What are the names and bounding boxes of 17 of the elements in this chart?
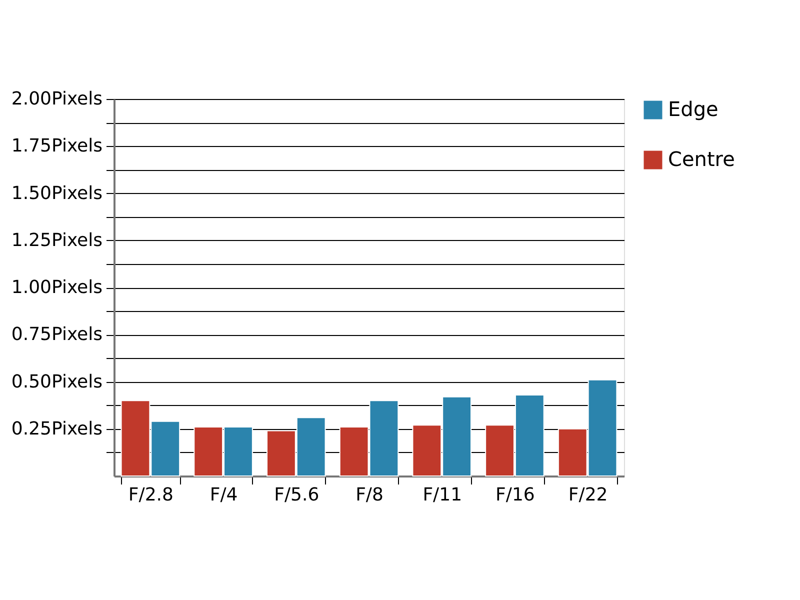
y-tick-label: 0.25Pixels <box>11 418 102 440</box>
x-tick-label: F/4 <box>210 484 238 506</box>
legend-label: Centre <box>668 147 735 171</box>
y-tick-label: 0.50Pixels <box>11 371 102 392</box>
x-tick-label: F/5.6 <box>274 484 320 506</box>
legend-label: Edge <box>668 97 718 121</box>
y-tick-label: 1.25Pixels <box>11 230 102 251</box>
x-tick-label: F/11 <box>422 484 462 506</box>
y-tick-label: 2.00Pixels <box>11 88 102 110</box>
y-tick-label: 0.75Pixels <box>11 324 102 346</box>
y-tick-label: 1.50Pixels <box>11 182 102 204</box>
y-tick-label: 1.75Pixels <box>11 136 102 157</box>
x-tick-label: F/8 <box>356 484 384 506</box>
y-tick-label: 1.00Pixels <box>11 277 102 298</box>
x-tick-label: F/2.8 <box>128 484 174 506</box>
x-tick-label: F/22 <box>568 484 608 506</box>
x-tick-label: F/16 <box>496 484 535 506</box>
